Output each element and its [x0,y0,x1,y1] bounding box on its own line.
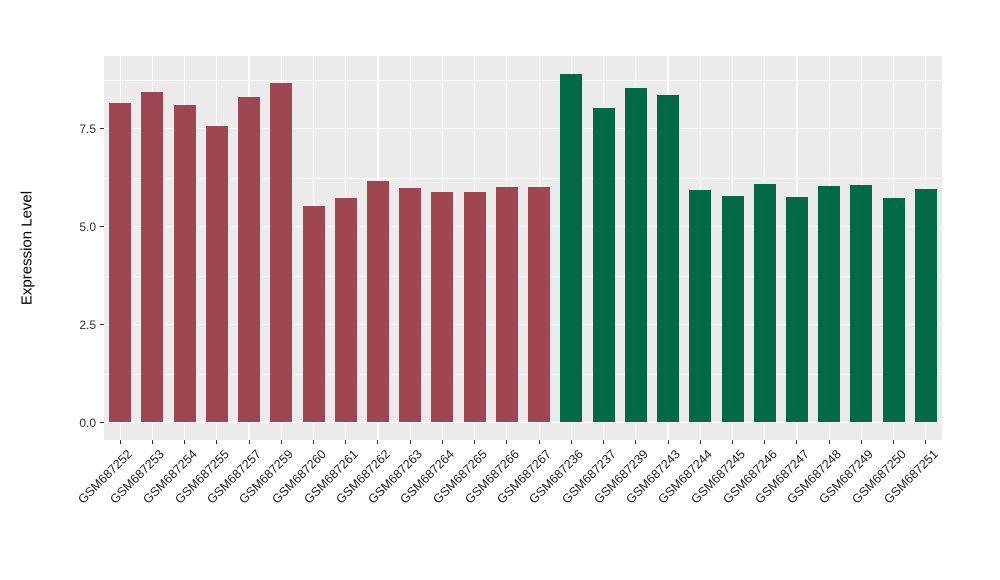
x-axis-tick [764,440,766,444]
gridline-major-h [104,225,942,228]
x-axis-tick [345,440,347,444]
bar [592,108,615,423]
x-axis-tick [699,440,701,444]
x-axis-tick [184,440,186,444]
gridline-major-h [104,421,942,424]
x-axis-tick [828,440,830,444]
x-axis-tick [667,440,669,444]
bar [753,184,776,423]
bar [238,97,261,423]
bar [366,181,389,423]
y-axis-title: Expression Level [18,190,36,306]
bar [850,185,873,423]
x-axis-tick [216,440,218,444]
x-axis-tick [151,440,153,444]
plot-panel [104,56,942,440]
x-axis-tick [538,440,540,444]
x-axis-tick [603,440,605,444]
bar [495,186,518,423]
x-axis-tick [893,440,895,444]
gridline-minor-h [104,373,942,375]
bar [270,82,293,423]
y-axis-tick [100,128,104,129]
x-axis-tick [925,440,927,444]
bar [721,195,744,423]
gridline-minor-h [104,79,942,81]
bar [399,187,422,423]
y-axis-tick [100,422,104,423]
x-axis-tick [860,440,862,444]
x-axis-tick [409,440,411,444]
bar [657,95,680,423]
bar [785,197,808,423]
bar [334,197,357,423]
bar [109,103,132,423]
bar [141,92,164,423]
y-tick-label: 5.0 [79,219,96,234]
gridline-minor-h [104,177,942,179]
x-axis-tick [796,440,798,444]
y-tick-label: 2.5 [79,317,96,332]
y-axis-tick [100,226,104,227]
bar [205,126,228,423]
x-axis-tick [506,440,508,444]
bar [914,188,937,423]
bar [560,73,583,423]
x-axis-tick [441,440,443,444]
x-axis-tick [732,440,733,444]
gridline-major-h [104,323,942,326]
bar [302,205,325,423]
bar [463,192,486,423]
gridline-major-h [104,127,942,130]
bar [431,192,454,423]
y-axis-tick [100,324,104,325]
bar [818,186,841,423]
x-axis-tick [474,440,476,444]
x-axis-tick [280,440,282,444]
x-axis-tick [635,440,637,444]
x-axis-tick [248,440,250,444]
y-tick-label: 0.0 [79,415,96,430]
x-axis-tick [377,440,379,444]
bar [173,104,196,423]
gridline-minor-h [104,275,942,277]
bar [689,189,712,423]
y-tick-label: 7.5 [79,121,96,136]
bar [882,197,905,423]
x-axis-tick [570,440,572,444]
x-axis-tick [313,440,314,444]
x-axis-tick [119,440,121,444]
bar [528,186,551,423]
bar [624,88,647,423]
